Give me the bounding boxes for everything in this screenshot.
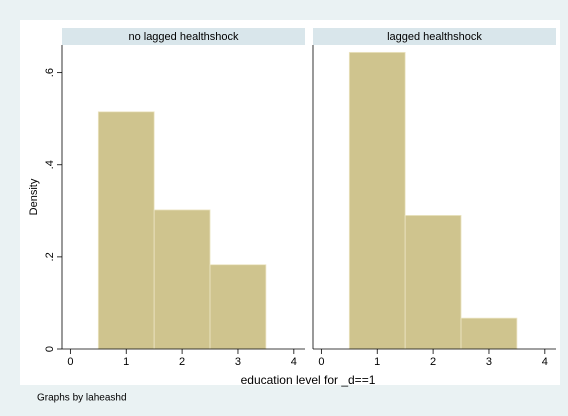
bar [209, 264, 267, 350]
y-axis-label: Density [28, 178, 40, 215]
panel-title: no lagged healthshock [128, 31, 239, 43]
x-tick-label: 2 [179, 356, 185, 368]
bar [460, 317, 518, 350]
x-tick-label: 2 [430, 356, 436, 368]
x-tick-label: 1 [123, 356, 129, 368]
bar [404, 215, 462, 350]
y-tick-label: .6 [44, 68, 56, 77]
x-axis-label: education level for _d==1 [241, 373, 376, 387]
note: Graphs by laheashd [37, 393, 127, 404]
x-tick-label: 4 [542, 356, 548, 368]
bar [153, 209, 211, 350]
x-tick-label: 3 [235, 356, 241, 368]
panel-title: lagged healthshock [387, 31, 482, 43]
x-tick-label: 0 [67, 356, 73, 368]
panel-header [62, 28, 305, 45]
x-tick-label: 3 [486, 356, 492, 368]
bar [348, 51, 406, 350]
x-tick-label: 1 [374, 356, 380, 368]
y-tick-label: 0 [44, 346, 56, 352]
x-tick-label: 4 [291, 356, 297, 368]
panel-header [313, 28, 556, 45]
y-tick-label: .2 [44, 252, 56, 261]
y-tick-label: .4 [44, 160, 56, 169]
bar [97, 111, 155, 350]
x-tick-label: 0 [318, 356, 324, 368]
